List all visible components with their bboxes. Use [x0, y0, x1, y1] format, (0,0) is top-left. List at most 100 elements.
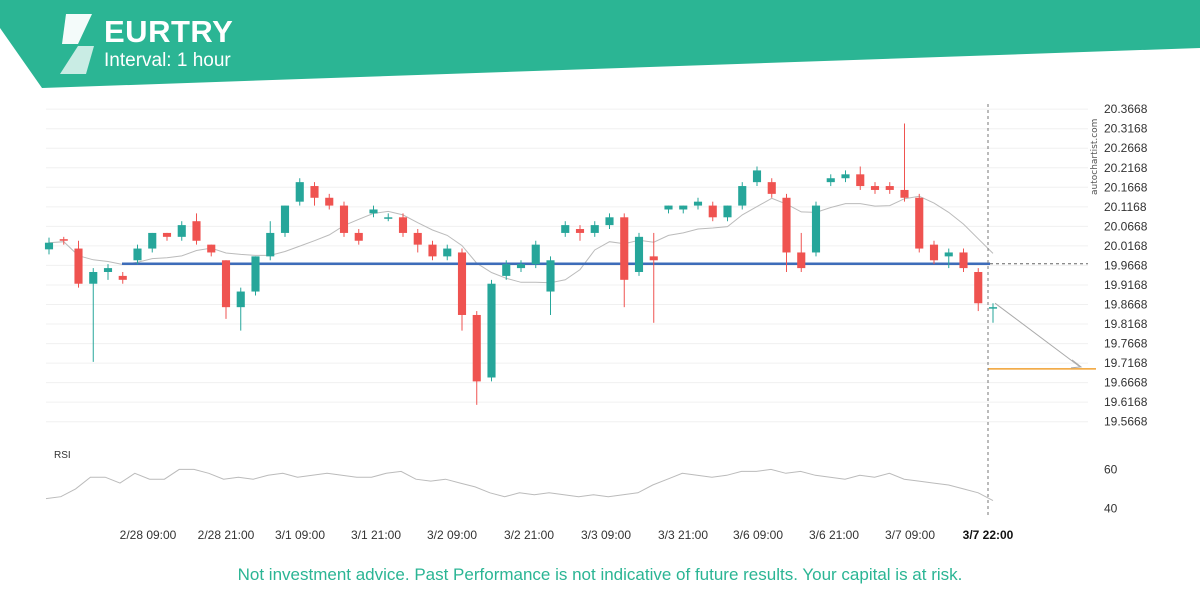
candle-body [915, 197, 924, 249]
candle-body [221, 260, 231, 308]
time-tick-label: 3/2 21:00 [504, 528, 554, 542]
price-tick-label: 19.8168 [1104, 317, 1148, 331]
candle-body [620, 217, 629, 280]
price-tick-label: 19.9168 [1104, 278, 1148, 292]
candle-body [413, 232, 422, 245]
price-tick-label: 19.7668 [1104, 337, 1148, 351]
price-tick-label: 19.9668 [1104, 258, 1148, 272]
candle-body [236, 291, 245, 308]
candle-body [841, 174, 850, 179]
time-tick-label: 3/2 09:00 [427, 528, 477, 542]
candle-body [295, 182, 304, 202]
candle-body [561, 225, 570, 233]
time-axis: 2/28 09:00 2/28 21:00 3/1 09:00 3/1 21:00 3/… [120, 528, 1014, 542]
candle-body [767, 182, 776, 194]
symbol-title: EURTRY [104, 14, 234, 49]
candle-body [679, 205, 688, 210]
candle-body [59, 239, 68, 241]
candle-body [856, 174, 865, 187]
price-tick-label: 20.2668 [1104, 141, 1148, 155]
candle-body [531, 244, 540, 265]
candle-body [693, 201, 703, 206]
rsi-label: RSI [54, 450, 71, 461]
price-tick-label: 20.3168 [1104, 122, 1148, 136]
candle-body [325, 197, 334, 206]
candle-body [443, 248, 452, 257]
time-tick-label: 3/1 21:00 [351, 528, 401, 542]
candle-body [575, 229, 585, 233]
candle-body [664, 205, 673, 210]
moving-average-line [48, 195, 994, 284]
candle-body [605, 217, 614, 226]
candle-body [811, 205, 821, 253]
candle-body [988, 307, 998, 309]
candle-body [280, 205, 290, 233]
rsi-panel: RSI 60 40 [45, 450, 1118, 515]
pattern-levels [122, 104, 1096, 518]
candle-body [870, 186, 880, 190]
candle-body [959, 252, 968, 269]
price-tick-label: 20.2168 [1104, 161, 1148, 175]
price-tick-label: 19.6668 [1104, 376, 1148, 390]
price-axis: 20.3668 20.3168 20.2668 20.2168 20.1668 20.11… [1104, 102, 1148, 429]
candle-body [177, 225, 186, 237]
candle-body [369, 209, 378, 214]
time-tick-label: 2/28 09:00 [120, 528, 177, 542]
candle-body [546, 260, 555, 292]
candle-body [752, 170, 762, 183]
candle-body [797, 252, 806, 269]
candle-body [310, 186, 319, 198]
price-tick-label: 19.8668 [1104, 298, 1148, 312]
candle-body [89, 272, 98, 284]
candle-body [826, 178, 835, 183]
candle-body [354, 232, 363, 241]
price-tick-label: 19.6168 [1104, 395, 1148, 409]
candle-body [398, 217, 408, 233]
candle-body [738, 186, 747, 206]
candle-body [472, 314, 481, 382]
candle-body [118, 275, 127, 280]
interval-subtitle: Interval: 1 hour [104, 50, 231, 71]
header-banner: EURTRY Interval: 1 hour [0, 0, 1200, 90]
time-tick-label: 3/7 09:00 [885, 528, 935, 542]
candle-body [162, 232, 172, 237]
price-tick-label: 19.5668 [1104, 415, 1148, 429]
time-tick-label: 3/3 21:00 [658, 528, 708, 542]
price-tick-label: 20.0168 [1104, 239, 1148, 253]
disclaimer: Not investment advice. Past Performance … [237, 565, 963, 584]
candle-body [634, 236, 644, 272]
time-tick-label: 3/6 09:00 [733, 528, 783, 542]
time-tick-label: 2/28 21:00 [198, 528, 255, 542]
candle-body [590, 225, 599, 233]
candle-body [457, 252, 467, 315]
chart-grid [46, 108, 1088, 423]
rsi-tick-label: 40 [1104, 501, 1118, 515]
candle-body [133, 248, 142, 261]
price-tick-label: 20.3668 [1104, 102, 1148, 116]
forecast-arrow [994, 302, 1081, 368]
time-tick-label: 3/1 09:00 [275, 528, 325, 542]
time-tick-label: 3/6 21:00 [809, 528, 859, 542]
candle-body [74, 248, 83, 284]
candle-body [148, 232, 157, 249]
candle-body [929, 244, 939, 261]
candle-body [103, 268, 113, 272]
candle-body [502, 264, 511, 276]
price-tick-label: 19.7168 [1104, 356, 1148, 370]
candle-body [207, 244, 216, 253]
rsi-line [45, 468, 994, 502]
price-tick-label: 20.0668 [1104, 219, 1148, 233]
candle-body [900, 189, 909, 198]
candle-body [708, 205, 717, 218]
time-tick-label: 3/7 22:00 [963, 528, 1014, 542]
rsi-tick-label: 60 [1104, 462, 1118, 476]
watermark: autochartist.com [1090, 118, 1100, 195]
price-chart: 20.3668 20.3168 20.2668 20.2168 20.1668 20.11… [44, 102, 1148, 542]
candle-body [782, 197, 791, 253]
candle-body [384, 217, 393, 219]
candle-body [44, 242, 54, 250]
forecast-arrowhead [1070, 359, 1083, 369]
candle-body [251, 256, 260, 292]
candle-body [723, 205, 732, 218]
candle-body [266, 232, 275, 257]
